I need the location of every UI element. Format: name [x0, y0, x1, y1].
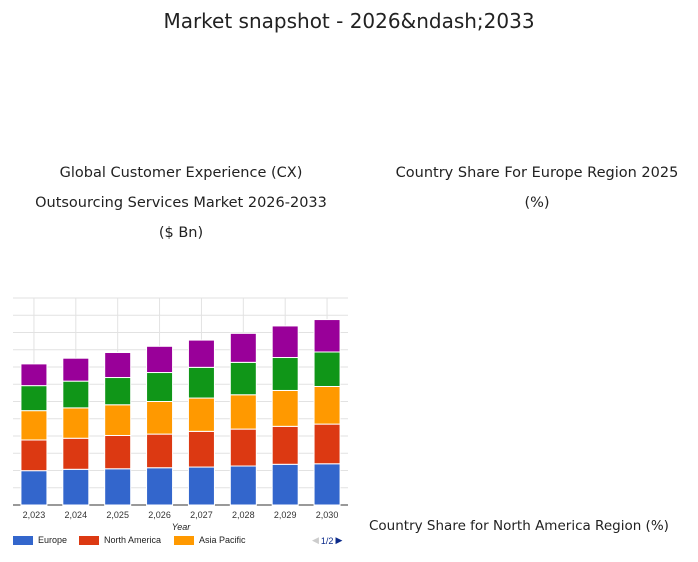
- legend-item-north-america[interactable]: North America: [79, 535, 161, 545]
- card-growth-rate: Growth Rate 4.2% CAGR: [547, 74, 698, 146]
- bar-segment-series-0-2,026[interactable]: [146, 467, 174, 506]
- page-title: Market snapshot - 2026&ndash;2033: [163, 9, 535, 33]
- bar-segment-series-0-2,027[interactable]: [187, 466, 215, 506]
- card-label: Global Market Size: [20, 78, 123, 91]
- stacked-bar-chart: 2,023 2,024 2,025 2,026 2,027 2,028 2,029 2,030…: [13, 297, 348, 530]
- bar-segment-series-1-2,026[interactable]: [146, 433, 174, 469]
- right-chart-title-line: Country Share For Europe Region 2025: [395, 165, 679, 181]
- x-tick-label: 2,027: [190, 510, 213, 520]
- left-chart-title-line: Outsourcing Services Market 2026-2033: [35, 195, 327, 211]
- legend-label: Asia Pacific: [199, 535, 246, 545]
- bar-segment-series-2-2,025[interactable]: [104, 404, 132, 436]
- x-tick-label: 2,026: [148, 510, 171, 520]
- north-america-share-title: Country Share for North America Region (…: [369, 518, 669, 534]
- bar-segment-series-0-2,030[interactable]: [313, 463, 341, 506]
- bar-segment-series-0-2,023[interactable]: [20, 470, 48, 506]
- card-value: Services: [421, 115, 475, 130]
- bar-segment-series-0-2,024[interactable]: [62, 468, 90, 506]
- bar-segment-series-1-2,025[interactable]: [104, 434, 132, 470]
- bar-segment-series-3-2,023[interactable]: [20, 385, 48, 412]
- card-value: USD 78.92 billion: [38, 115, 146, 130]
- bar-segment-series-4-2,023[interactable]: [20, 363, 48, 387]
- bar-segment-series-2-2,026[interactable]: [146, 401, 174, 435]
- bar-segment-series-2-2,029[interactable]: [271, 389, 299, 427]
- card-fastest-growth: Fastest Growth Services: [369, 74, 527, 146]
- bar-segment-series-2-2,023[interactable]: [20, 410, 48, 441]
- bar-segment-series-1-2,024[interactable]: [62, 437, 90, 470]
- bar-segment-series-0-2,028[interactable]: [229, 465, 257, 506]
- x-tick-label: 2,025: [106, 510, 129, 520]
- bar-segment-series-4-2,025[interactable]: [104, 352, 132, 379]
- x-tick-label: 2,029: [274, 510, 297, 520]
- x-tick-label: 2,023: [23, 510, 46, 520]
- left-chart-title-line: ($ Bn): [158, 225, 204, 241]
- bar-segment-series-3-2,024[interactable]: [62, 380, 90, 409]
- x-axis-label: Year: [172, 522, 192, 530]
- card-largest-segment: Largest Segment Services: [191, 74, 349, 146]
- bar-segment-series-1-2,023[interactable]: [20, 439, 48, 472]
- right-chart-title-line: (%): [524, 195, 550, 211]
- card-value: Services: [243, 115, 297, 130]
- bar-segment-series-3-2,029[interactable]: [271, 357, 299, 391]
- bar-segment-series-3-2,026[interactable]: [146, 372, 174, 402]
- card-label: Growth Rate: [554, 78, 623, 91]
- legend-swatch: [79, 535, 99, 545]
- legend-label: Europe: [38, 535, 68, 545]
- bar-segment-series-2-2,028[interactable]: [229, 394, 257, 430]
- bar-segment-series-2-2,027[interactable]: [187, 397, 215, 432]
- bar-segment-series-0-2,025[interactable]: [104, 468, 132, 506]
- bar-segment-series-2-2,024[interactable]: [62, 407, 90, 439]
- bar-segment-series-4-2,027[interactable]: [187, 339, 215, 368]
- bar-segment-series-4-2,024[interactable]: [62, 357, 90, 382]
- bar-segment-series-1-2,029[interactable]: [271, 425, 299, 465]
- bar-segment-series-2-2,030[interactable]: [313, 385, 341, 425]
- legend-page-indicator: 1/2: [320, 535, 334, 546]
- x-tick-label: 2,024: [65, 510, 88, 520]
- right-chart-title: Country Share For Europe Region 2025 (%): [380, 158, 694, 218]
- bar-segment-series-1-2,027[interactable]: [187, 430, 215, 468]
- legend-label: North America: [104, 535, 162, 545]
- bar-segment-series-1-2,030[interactable]: [313, 423, 341, 465]
- card-label: Largest Segment: [198, 78, 292, 91]
- bar-segment-series-4-2,029[interactable]: [271, 325, 299, 359]
- bar-segment-series-4-2,028[interactable]: [229, 332, 257, 363]
- x-tick-label: 2,028: [232, 510, 255, 520]
- card-value: 4.2% CAGR: [590, 115, 662, 130]
- legend-swatch: [13, 535, 33, 545]
- bar-segment-series-3-2,030[interactable]: [313, 351, 341, 387]
- bar-segment-series-3-2,025[interactable]: [104, 377, 132, 406]
- legend-item-europe[interactable]: Europe: [13, 535, 67, 545]
- bar-segment-series-4-2,026[interactable]: [146, 345, 174, 374]
- bar-segment-series-1-2,028[interactable]: [229, 428, 257, 467]
- legend-swatch: [174, 535, 194, 545]
- left-chart-title-line: Global Customer Experience (CX): [59, 165, 303, 181]
- prev-page-icon[interactable]: ◀: [312, 535, 319, 545]
- bar-segment-series-3-2,027[interactable]: [187, 366, 215, 399]
- x-tick-label: 2,030: [316, 510, 339, 520]
- card-global-market-size: Global Market Size USD 78.92 billion: [13, 74, 171, 146]
- card-label: Fastest Growth: [376, 78, 459, 91]
- legend-pager: ◀ 1/2 ▶: [312, 535, 342, 546]
- bar-segment-series-4-2,030[interactable]: [313, 319, 341, 353]
- bar-segment-series-3-2,028[interactable]: [229, 361, 257, 396]
- left-chart-title: Global Customer Experience (CX) Outsourc…: [0, 158, 362, 248]
- legend-item-asia-pacific[interactable]: Asia Pacific: [174, 535, 246, 545]
- bar-segment-series-0-2,029[interactable]: [271, 463, 299, 506]
- next-page-icon[interactable]: ▶: [335, 535, 343, 545]
